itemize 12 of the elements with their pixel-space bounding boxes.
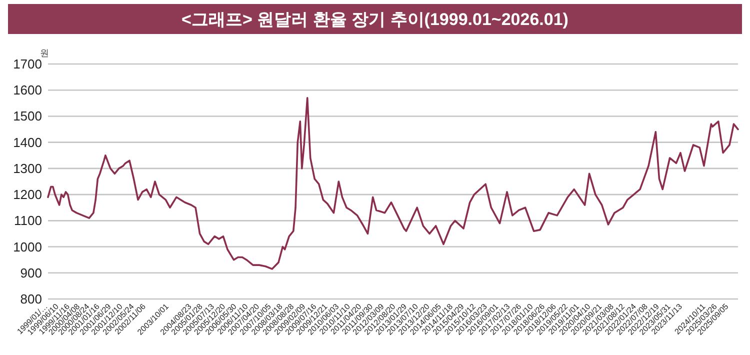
y-tick-label: 1000 bbox=[13, 239, 42, 254]
y-axis-title: 원 bbox=[40, 48, 49, 58]
y-tick-label: 800 bbox=[20, 292, 42, 306]
y-tick-label: 1100 bbox=[14, 213, 42, 228]
y-tick-label: 1200 bbox=[13, 187, 42, 202]
y-tick-label: 1300 bbox=[13, 160, 42, 176]
chart-title: <그래프> 원달러 환율 장기 추이(1999.01~2026.01) bbox=[182, 10, 568, 29]
y-tick-label: 1400 bbox=[13, 134, 42, 150]
y-tick-label: 1600 bbox=[13, 82, 42, 98]
y-tick-label: 1700 bbox=[13, 56, 42, 72]
y-tick-label: 900 bbox=[20, 265, 42, 280]
y-tick-label: 1500 bbox=[13, 108, 42, 124]
